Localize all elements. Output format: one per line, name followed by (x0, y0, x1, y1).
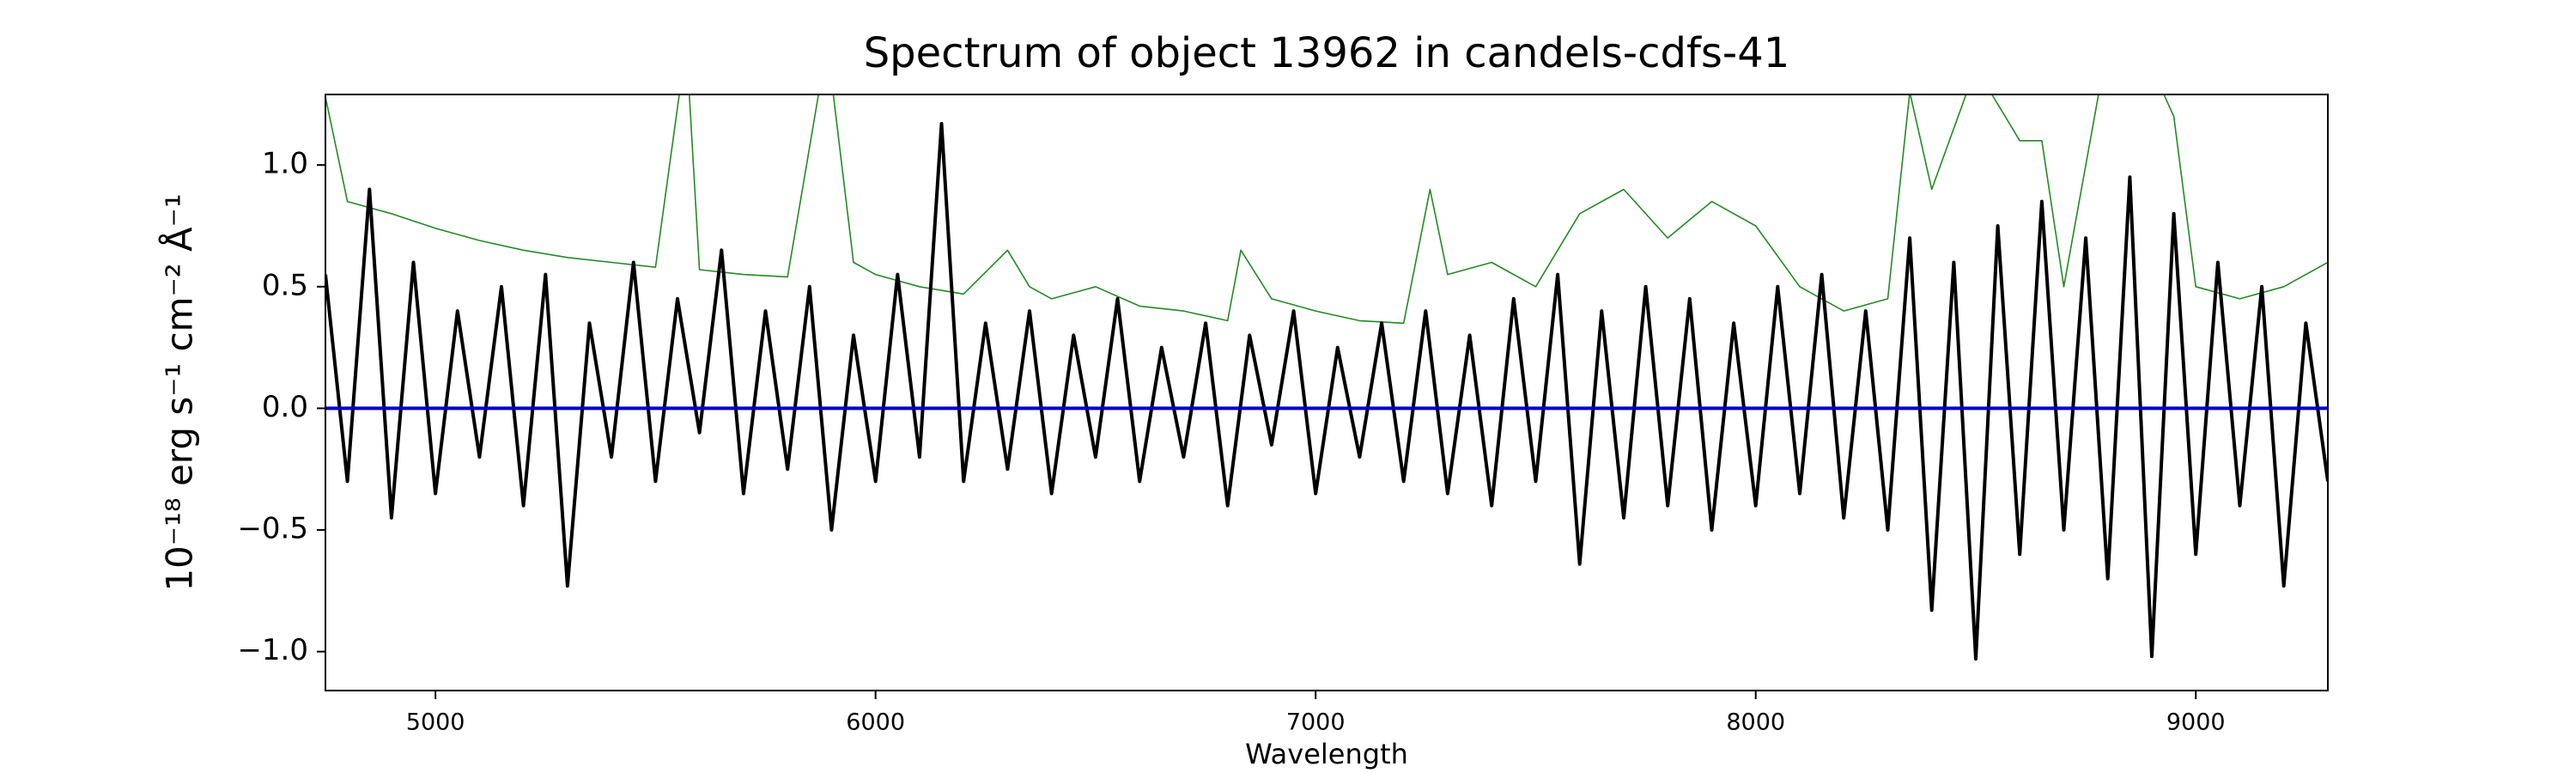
y-axis-label: 10⁻¹⁸ erg s⁻¹ cm⁻² Å⁻¹ (158, 193, 201, 591)
spectrum-line (325, 94, 2328, 325)
y-tick-label: 0.0 (262, 390, 308, 424)
y-tick-label: 1.0 (262, 147, 308, 181)
y-tick-label: 0.5 (262, 268, 308, 302)
x-axis-label: Wavelength (1245, 738, 1408, 770)
x-tick-label: 6000 (846, 709, 905, 736)
axes-frame (325, 94, 2329, 691)
spectrum-line (325, 122, 2328, 661)
x-tick-label: 8000 (1726, 709, 1785, 736)
x-tick-label: 9000 (2166, 709, 2226, 736)
x-tick-label: 5000 (406, 709, 465, 736)
plot-area (325, 94, 2328, 661)
x-tick-label: 7000 (1286, 709, 1346, 736)
chart-title: Spectrum of object 13962 in candels-cdfs… (864, 29, 1790, 77)
y-tick-label: −0.5 (237, 512, 308, 546)
y-tick-label: −1.0 (237, 633, 308, 667)
